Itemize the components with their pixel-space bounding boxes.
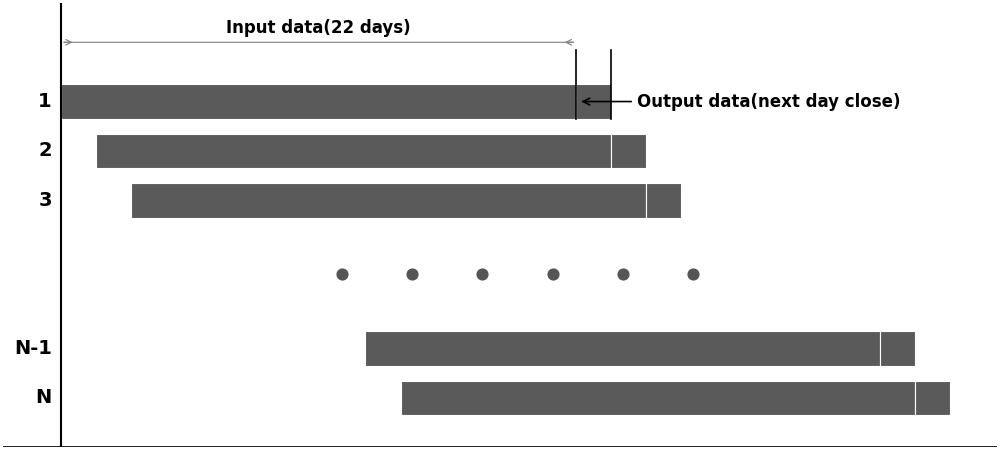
Text: 2: 2 [38,141,52,161]
Text: 3: 3 [38,191,52,210]
Bar [611,134,646,168]
Bar [401,381,915,415]
Point [474,271,490,278]
Bar [131,183,646,218]
Bar [646,183,681,218]
Bar [576,84,611,119]
Bar [365,331,880,366]
Text: Input data(22 days): Input data(22 days) [226,19,411,37]
Bar [61,84,576,119]
Point [615,271,631,278]
Point [545,271,561,278]
Bar [96,134,611,168]
Bar [880,331,915,366]
Text: 1: 1 [38,92,52,111]
Text: N: N [36,388,52,407]
Point [334,271,350,278]
Text: N-1: N-1 [14,339,52,358]
Bar [915,381,950,415]
Point [685,271,701,278]
Point [404,271,420,278]
Text: Output data(next day close): Output data(next day close) [583,93,900,111]
